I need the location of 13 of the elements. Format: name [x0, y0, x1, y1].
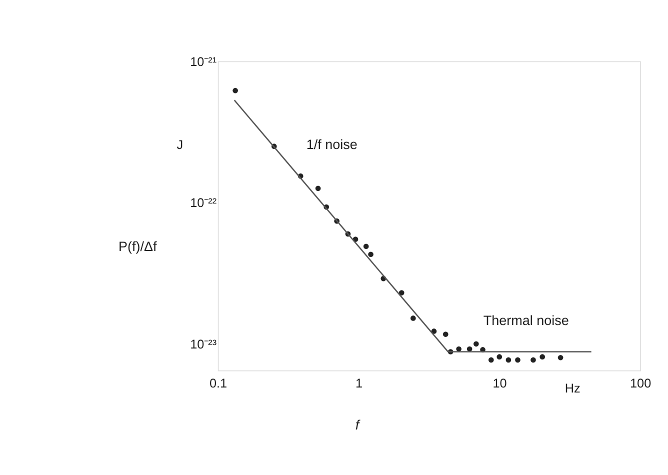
x-axis-title: f: [355, 417, 360, 432]
x-tick-label: 0.1: [210, 376, 228, 391]
x-tick-label: 10: [492, 376, 507, 391]
y-axis-title: P(f)/Δf: [118, 238, 158, 254]
y-tick-label: 10⁻²¹: [190, 54, 217, 69]
x-tick-label: 1: [356, 376, 363, 391]
x-tick-label: 100: [630, 376, 652, 391]
y-tick-label: 10⁻²³: [190, 338, 217, 352]
y-tick-label: 10⁻²²: [190, 196, 217, 210]
annotation: 1/f noise: [306, 136, 358, 152]
text: J: [176, 138, 184, 152]
annotation: Thermal noise: [483, 313, 569, 328]
text: Hz: [564, 381, 580, 396]
